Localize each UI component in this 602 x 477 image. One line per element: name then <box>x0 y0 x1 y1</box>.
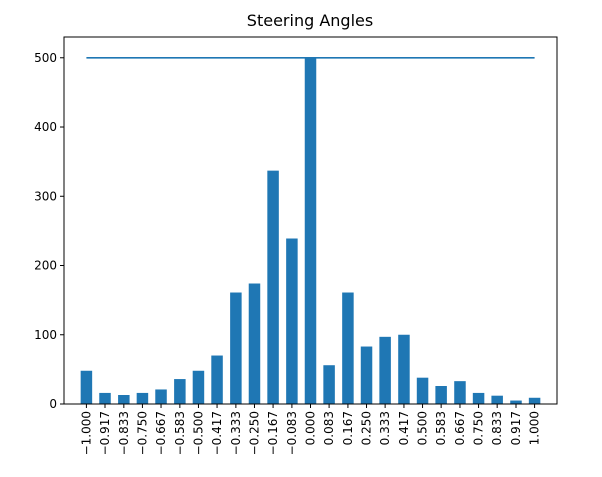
chart-title: Steering Angles <box>247 11 373 30</box>
bar-15 <box>360 346 373 404</box>
x-tick-label-16: 0.333 <box>378 411 392 445</box>
x-tick-label-12: 0.000 <box>304 411 318 445</box>
axes-frame <box>63 36 558 405</box>
bar-22 <box>491 395 503 404</box>
bar-14 <box>342 292 354 404</box>
bar-24 <box>528 397 541 404</box>
x-tick-label-20: 0.667 <box>453 411 467 445</box>
bar-12 <box>304 57 317 405</box>
y-tick-label-3: 300 <box>34 189 57 203</box>
bar-13 <box>323 365 335 404</box>
bar-19 <box>435 386 447 404</box>
bar-2 <box>118 395 130 404</box>
bar-16 <box>379 336 391 404</box>
x-tick-label-7: −0.417 <box>210 411 224 455</box>
x-tick-label-23: 0.917 <box>509 411 523 445</box>
plot-area: 0 100 200 300 400 500 −1.000 −0.917 −0.833 −0.750… <box>34 51 541 456</box>
y-tick-label-2: 200 <box>34 259 57 273</box>
x-tick-label-22: 0.833 <box>490 411 504 445</box>
y-tick-label-5: 500 <box>34 51 57 65</box>
x-tick-label-11: −0.083 <box>285 411 299 455</box>
bar-17 <box>398 334 410 404</box>
x-tick-label-21: 0.750 <box>472 411 486 445</box>
bar-8 <box>230 292 242 404</box>
x-tick-label-14: 0.167 <box>341 411 355 445</box>
x-tick-label-4: −0.667 <box>154 411 168 455</box>
x-tick-label-18: 0.500 <box>416 411 430 445</box>
x-tick-label-15: 0.250 <box>360 411 374 445</box>
bar-11 <box>286 238 298 404</box>
bar-10 <box>267 170 279 404</box>
x-tick-label-5: −0.583 <box>173 411 187 455</box>
bar-20 <box>454 381 466 404</box>
y-tick-label-1: 100 <box>34 328 57 342</box>
bar-0 <box>80 370 93 404</box>
x-tick-label-8: −0.333 <box>229 411 243 455</box>
x-tick-label-10: −0.167 <box>266 411 280 455</box>
bar-23 <box>510 400 522 404</box>
bar-5 <box>174 379 186 404</box>
x-tick-label-17: 0.417 <box>397 411 411 445</box>
bar-4 <box>155 389 167 404</box>
x-tick-label-9: −0.250 <box>247 411 261 455</box>
bar-7 <box>211 355 223 404</box>
x-tick-label-3: −0.750 <box>135 411 149 455</box>
x-tick-label-0: −1.000 <box>79 411 93 455</box>
x-tick-label-13: 0.083 <box>322 411 336 445</box>
x-tick-label-24: 1.000 <box>528 411 542 445</box>
bar-1 <box>99 392 111 404</box>
bar-18 <box>416 377 429 404</box>
bar-3 <box>136 392 149 404</box>
x-tick-label-6: −0.500 <box>191 411 205 455</box>
x-tick-label-19: 0.583 <box>434 411 448 445</box>
bar-21 <box>472 392 485 404</box>
x-tick-label-1: −0.917 <box>98 411 112 455</box>
x-tick-label-2: −0.833 <box>117 411 131 455</box>
bar-9 <box>248 283 261 404</box>
y-tick-label-0: 0 <box>49 397 57 411</box>
bar-6 <box>192 370 205 404</box>
y-tick-label-4: 400 <box>34 120 57 134</box>
